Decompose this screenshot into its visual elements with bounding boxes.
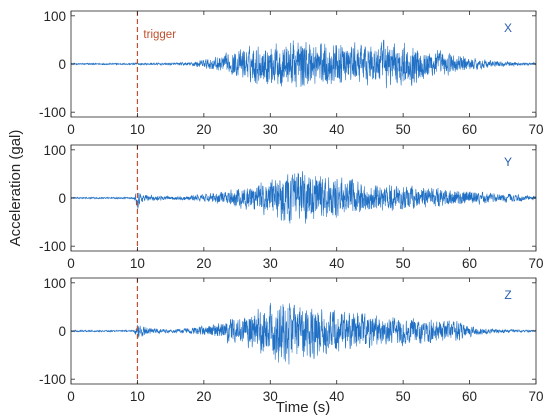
x-tick-label: 0: [67, 122, 75, 137]
channel-label: Z: [504, 288, 511, 302]
y-tick-label: -100: [39, 105, 66, 120]
y-tick-label: 100: [43, 9, 66, 24]
x-tick-label: 0: [67, 389, 75, 404]
y-tick-label: 100: [43, 276, 66, 291]
trigger-label: trigger: [143, 29, 176, 41]
x-tick-label: 30: [263, 122, 278, 137]
signal-trace-z: [71, 302, 536, 365]
x-tick-label: 60: [462, 122, 477, 137]
x-tick-label: 40: [329, 122, 344, 137]
signal-trace-y: [71, 171, 536, 224]
channel-label: Y: [504, 155, 512, 169]
x-tick-label: 30: [263, 256, 278, 271]
x-tick-label: 50: [396, 389, 411, 404]
x-tick-label: 40: [329, 256, 344, 271]
x-tick-label: 70: [528, 122, 543, 137]
x-tick-label: 40: [329, 389, 344, 404]
x-tick-label: 60: [462, 389, 477, 404]
x-tick-label: 10: [130, 256, 145, 271]
y-tick-label: 0: [58, 191, 66, 206]
x-tick-label: 0: [67, 256, 75, 271]
y-tick-label: 0: [58, 57, 66, 72]
signal-trace-x: [71, 39, 536, 89]
x-tick-label: 10: [130, 122, 145, 137]
y-tick-label: -100: [39, 372, 66, 387]
x-tick-label: 60: [462, 256, 477, 271]
x-tick-label: 70: [528, 389, 543, 404]
x-tick-label: 10: [130, 389, 145, 404]
channel-label: X: [504, 21, 512, 35]
x-tick-label: 20: [196, 122, 211, 137]
x-axis-title: Time (s): [276, 399, 330, 416]
y-tick-label: -100: [39, 239, 66, 254]
x-tick-label: 70: [528, 256, 543, 271]
y-tick-label: 100: [43, 143, 66, 158]
x-tick-label: 50: [396, 256, 411, 271]
x-tick-label: 50: [396, 122, 411, 137]
x-tick-label: 20: [196, 256, 211, 271]
y-axis-title: Acceleration (gal): [7, 130, 24, 247]
y-tick-label: 0: [58, 324, 66, 339]
x-tick-label: 20: [196, 389, 211, 404]
x-tick-label: 30: [263, 389, 278, 404]
